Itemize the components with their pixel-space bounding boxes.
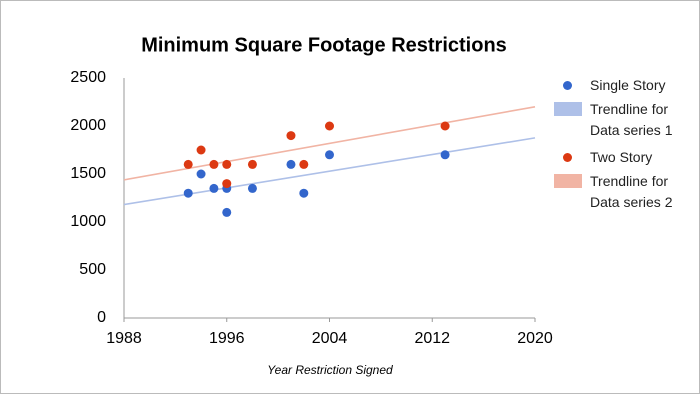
data-point: [299, 188, 309, 198]
data-point: [325, 150, 334, 160]
y-tick-label: 0: [97, 309, 106, 326]
legend-label: Trendline for Data series 1: [590, 101, 673, 138]
trendline: [123, 106, 536, 181]
y-tick-label: 2500: [70, 69, 106, 86]
x-tick-label: 2020: [517, 330, 553, 347]
data-point: [222, 179, 232, 189]
legend-swatch: [554, 102, 582, 116]
data-point: [247, 183, 257, 193]
data-point: [247, 159, 257, 169]
data-point: [440, 121, 450, 131]
data-point: [299, 159, 309, 169]
data-point: [209, 183, 219, 193]
data-point: [209, 159, 219, 169]
x-tick-label: 1988: [106, 330, 142, 347]
y-tick-label: 500: [79, 261, 106, 278]
data-point: [440, 150, 450, 160]
data-point: [196, 169, 206, 179]
x-tick-label: 2012: [414, 330, 450, 347]
legend-marker: [563, 153, 572, 162]
legend-label: Single Story: [590, 77, 666, 93]
y-tick-label: 2000: [70, 117, 106, 134]
data-point: [183, 188, 193, 198]
y-tick-label: 1500: [70, 165, 106, 182]
data-point: [196, 145, 206, 155]
data-point: [183, 159, 193, 169]
legend-label: Two Story: [590, 149, 653, 165]
legend-label: Trendline for Data series 2: [590, 173, 673, 210]
legend-swatch: [554, 174, 582, 188]
data-point: [286, 159, 296, 169]
data-point: [325, 121, 334, 131]
data-point: [222, 207, 232, 217]
x-axis-label: Year Restriction Signed: [267, 363, 393, 377]
x-tick-label: 1996: [209, 330, 245, 347]
chart-title: Minimum Square Footage Restrictions: [141, 34, 507, 56]
data-point: [222, 159, 232, 169]
legend-marker: [563, 81, 572, 90]
data-point: [286, 131, 296, 141]
y-tick-label: 1000: [70, 213, 106, 230]
x-tick-label: 2004: [312, 330, 348, 347]
